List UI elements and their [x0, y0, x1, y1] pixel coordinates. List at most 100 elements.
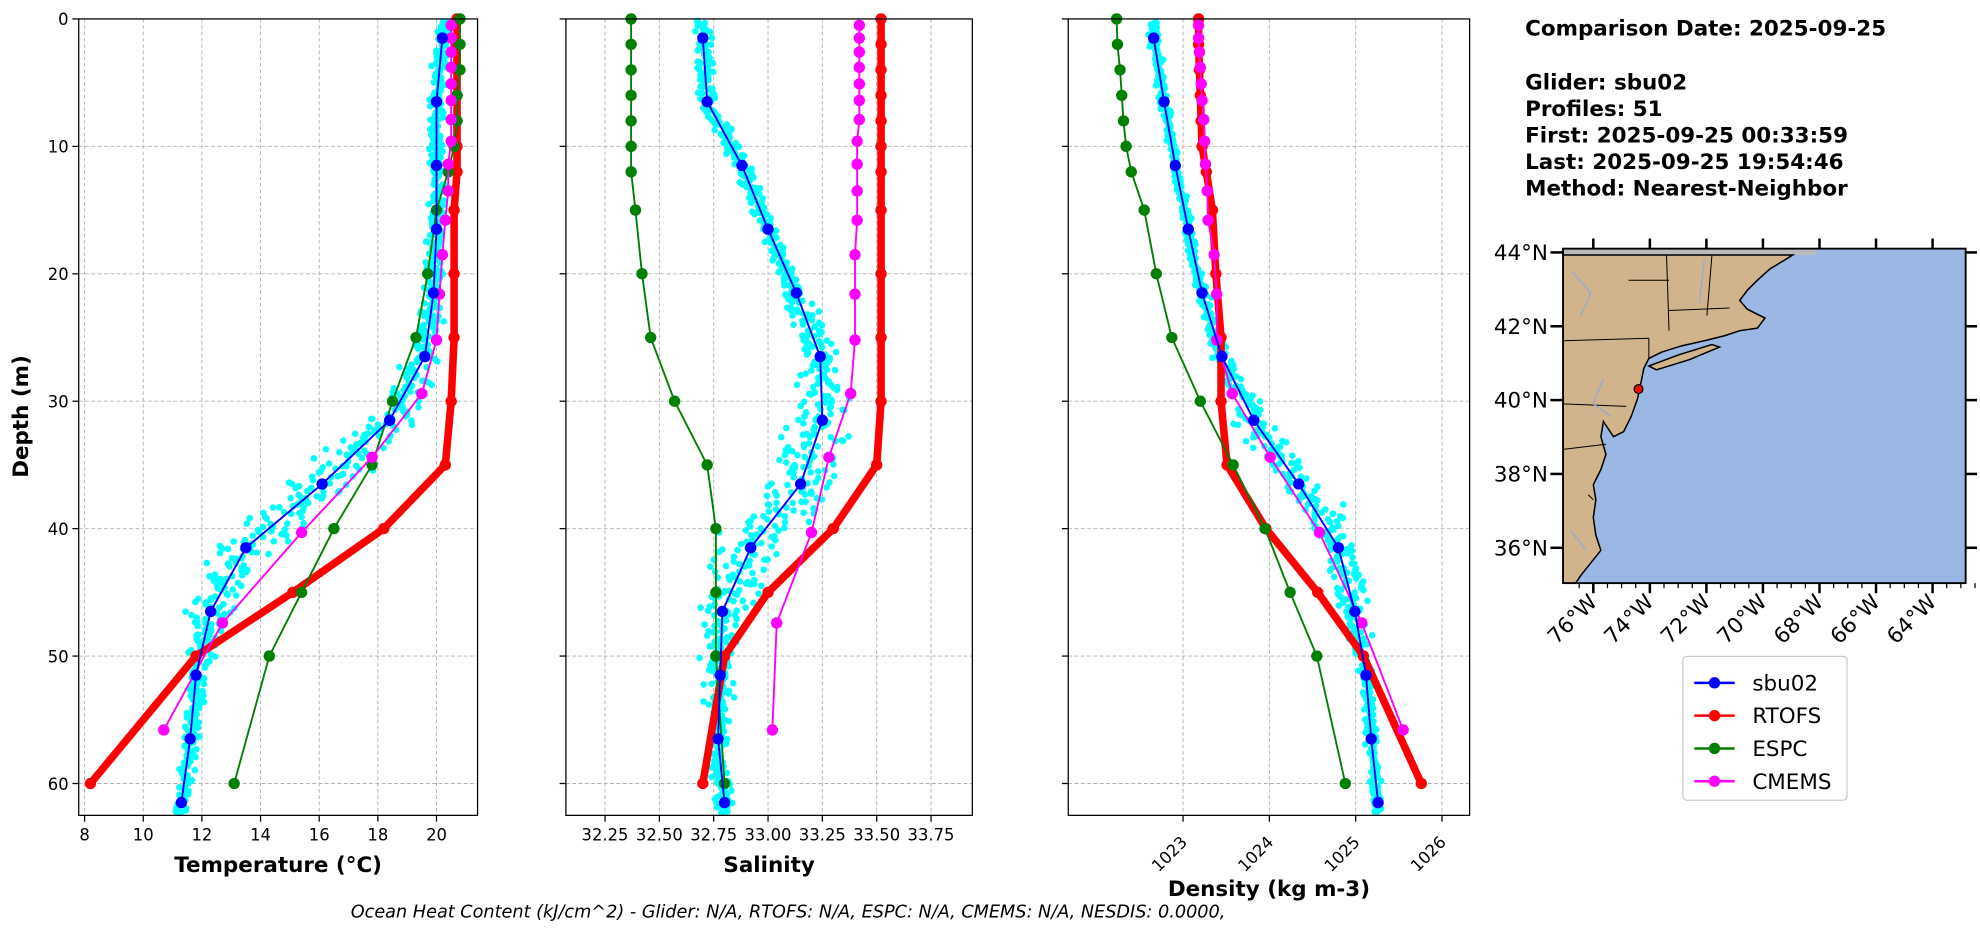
scatter-point — [801, 413, 808, 420]
scatter-point — [1303, 475, 1310, 482]
scatter-point — [803, 351, 811, 358]
scatter-point — [826, 404, 834, 412]
y-tick-label: 0 — [58, 10, 68, 29]
data-point-rtofs — [875, 64, 887, 76]
legend-marker-sbu02 — [1708, 677, 1721, 689]
scatter-point — [815, 308, 823, 315]
panel-2: 32.25 32.50 32.75 33.00 33.25 33.50 33.75 Salin… — [559, 13, 973, 878]
scatter-point — [428, 381, 436, 389]
data-point-sbu02 — [436, 32, 449, 44]
profiles-count: Profiles: 51 — [1525, 97, 1662, 122]
scatter-point — [214, 585, 222, 592]
scatter-point — [797, 402, 805, 410]
scatter-point — [1339, 514, 1347, 522]
scatter-point — [805, 390, 813, 398]
data-point-cmems — [853, 94, 865, 107]
data-point-cmems — [844, 387, 857, 400]
scatter-point — [365, 423, 373, 431]
scatter-point — [283, 520, 291, 527]
scatter-point — [408, 421, 416, 429]
data-point-espc — [410, 331, 422, 344]
data-point-cmems — [1198, 135, 1211, 147]
scatter-point — [789, 499, 797, 507]
scatter-point — [1346, 615, 1354, 622]
data-point-cmems — [1195, 78, 1207, 90]
lon-tick-label: 70°W — [1713, 590, 1773, 650]
data-point-rtofs — [697, 777, 709, 790]
scatter-point — [694, 47, 702, 54]
scatter-point — [789, 464, 796, 471]
data-point-espc — [710, 650, 722, 662]
scatter-point — [742, 580, 750, 587]
data-point-sbu02 — [1349, 605, 1361, 618]
scatter-point — [202, 599, 210, 606]
scatter-point — [792, 276, 800, 284]
x-tick-label: 20 — [426, 826, 447, 845]
scatter-point — [845, 433, 852, 440]
data-point-cmems — [851, 135, 863, 147]
data-point-cmems — [805, 526, 818, 539]
data-point-cmems — [216, 617, 229, 629]
data-point-cmems — [445, 61, 457, 74]
scatter-point — [765, 508, 773, 515]
scatter-point — [708, 764, 716, 771]
lon-tick-label: 76°W — [1543, 590, 1603, 650]
data-point-espc — [629, 204, 642, 216]
scatter-point — [730, 597, 737, 605]
x-tick-label: 1025 — [1321, 833, 1364, 876]
scatter-point — [706, 563, 714, 571]
scatter-point — [253, 549, 261, 556]
lat-tick-label: 40°N — [1494, 389, 1548, 414]
legend-label-sbu02: sbu02 — [1752, 671, 1818, 696]
scatter-point — [441, 58, 448, 66]
scatter-point — [772, 234, 780, 241]
scatter-point — [325, 460, 333, 467]
scatter-point — [223, 590, 231, 598]
scatter-point — [385, 438, 392, 445]
scatter-point — [276, 503, 283, 511]
legend-label-rtofs: RTOFS — [1752, 704, 1821, 729]
scatter-point — [1237, 411, 1245, 419]
data-point-rtofs — [875, 395, 887, 407]
scatter-point — [781, 282, 788, 289]
scatter-point — [723, 145, 731, 152]
scatter-point — [295, 482, 303, 490]
data-point-cmems — [1199, 158, 1212, 170]
scatter-point — [175, 784, 183, 791]
data-point-cmems — [1201, 185, 1213, 197]
data-point-cmems — [851, 158, 863, 170]
scatter-point — [745, 562, 753, 569]
scatter-point — [1206, 331, 1213, 338]
scatter-point — [309, 476, 317, 484]
data-point-espc — [625, 140, 637, 153]
scatter-point — [232, 592, 240, 599]
scatter-point — [763, 492, 771, 500]
scatter-point — [790, 321, 797, 328]
scatter-point — [712, 121, 719, 128]
scatter-point — [1275, 460, 1283, 468]
x-tick-label: 1023 — [1148, 833, 1191, 876]
scatter-point — [729, 679, 737, 687]
scatter-point — [781, 524, 788, 532]
data-point-cmems — [445, 78, 457, 90]
scatter-point — [818, 321, 826, 329]
series-line-espc — [630, 18, 726, 784]
scatter-point — [733, 615, 741, 623]
scatter-point — [794, 451, 801, 459]
scatter-point — [730, 558, 738, 565]
scatter-point — [730, 553, 738, 561]
scatter-point — [1361, 741, 1369, 748]
scatter-point — [334, 472, 342, 480]
scatter-point — [697, 604, 704, 611]
data-point-rtofs — [875, 89, 887, 102]
scatter-point — [826, 479, 833, 486]
scatter-point — [808, 490, 815, 497]
data-point-cmems — [853, 46, 865, 58]
data-point-cmems — [430, 334, 443, 346]
scatter-point — [711, 94, 719, 102]
scatter-point — [800, 443, 808, 451]
data-point-cmems — [442, 185, 454, 197]
data-point-rtofs — [871, 459, 883, 471]
scatter-point — [772, 227, 780, 234]
x-tick-label: 32.50 — [636, 826, 683, 845]
